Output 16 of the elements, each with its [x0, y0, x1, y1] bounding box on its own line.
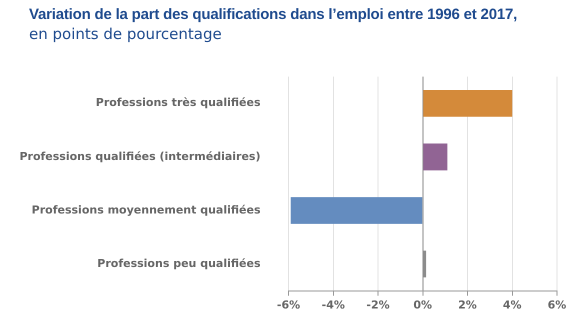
bar: [290, 197, 422, 224]
y-tick-label: Professions très qualifiées: [96, 96, 261, 110]
text: en points de pourcentage: [29, 25, 222, 43]
x-tick-label: 6%: [548, 298, 566, 312]
x-tick-label: -2%: [366, 298, 390, 312]
x-tick-label: 4%: [502, 298, 522, 312]
x-tick-label: -4%: [322, 298, 345, 312]
chart-title: Variation de la part des qualifications dans l’emploi entre 1996 et 2017,: [29, 6, 518, 23]
x-tick-label: 0%: [413, 298, 432, 312]
y-tick-label: Professions qualifiées (intermédiaires): [19, 150, 260, 163]
bar: [423, 90, 512, 117]
bar: [423, 144, 448, 170]
x-tick-label: -6%: [276, 298, 300, 312]
y-tick-label: Professions peu qualifiées: [97, 256, 261, 270]
x-tick-label: 2%: [458, 298, 477, 312]
y-tick-label: Professions moyennement qualifiées: [32, 203, 261, 216]
